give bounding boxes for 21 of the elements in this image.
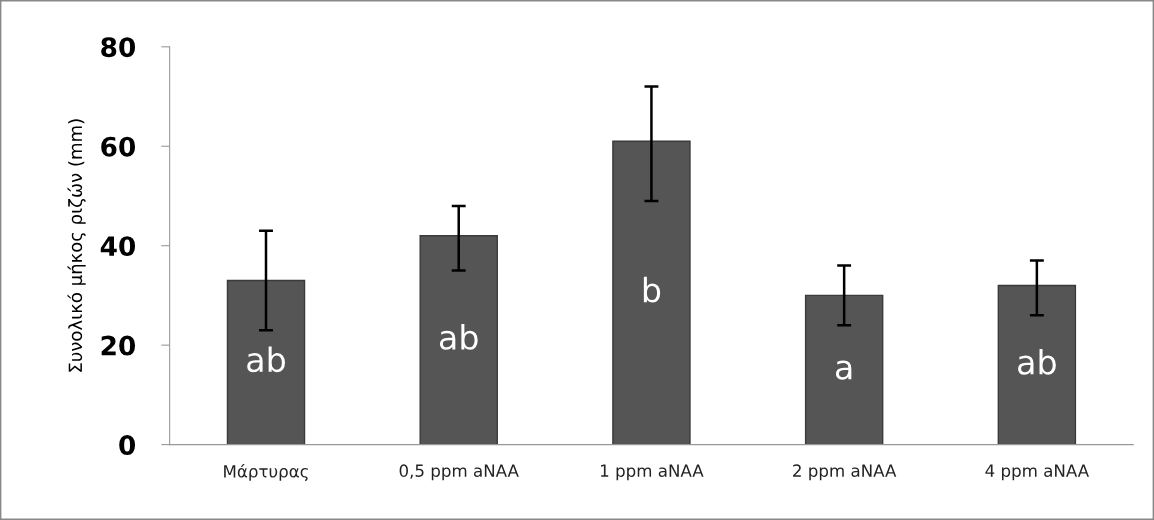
x-tick-label: 2 ppm aNAA <box>793 464 897 481</box>
y-tick-label: 40 <box>100 236 136 257</box>
x-tick-label: 4 ppm aNAA <box>985 464 1089 481</box>
bar <box>226 279 306 445</box>
data-label: a <box>835 360 852 380</box>
x-tick-label: 1 ppm aNAA <box>601 464 704 481</box>
bar <box>419 235 498 445</box>
y-tick-label: 80 <box>101 37 136 58</box>
y-tick-label: 60 <box>101 136 136 157</box>
y-axis-title: Συνολικό μήκος ριζών (mm) <box>67 119 86 372</box>
data-label: b <box>643 276 661 303</box>
x-tick-label: Μάρτυρας <box>224 464 308 481</box>
data-label: ab <box>1018 348 1056 375</box>
bar <box>997 284 1077 445</box>
y-tick-label: 20 <box>101 335 136 356</box>
bar <box>612 140 691 445</box>
data-label: ab <box>439 324 478 350</box>
data-label: ab <box>247 346 285 373</box>
x-tick-label: 0,5 ppm aNAA <box>399 464 519 481</box>
bar <box>804 294 884 445</box>
y-tick-label: 0 <box>119 435 136 455</box>
